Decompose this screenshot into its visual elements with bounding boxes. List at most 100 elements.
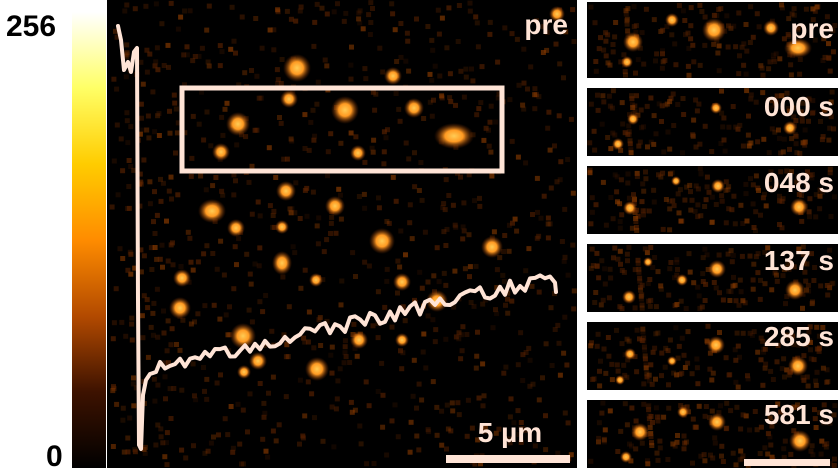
noise-pixel <box>688 207 694 213</box>
main-image-noise <box>109 0 577 468</box>
noise-pixel <box>343 10 349 16</box>
noise-pixel <box>723 188 729 193</box>
noise-pixel <box>144 297 150 303</box>
noise-pixel <box>160 264 165 270</box>
noise-pixel <box>132 449 138 455</box>
noise-pixel <box>670 91 676 97</box>
noise-pixel <box>512 216 518 222</box>
noise-pixel <box>432 63 438 69</box>
noise-pixel <box>444 226 450 232</box>
noise-pixel <box>392 27 398 33</box>
noise-pixel <box>789 136 795 142</box>
noise-pixel <box>360 26 366 32</box>
noise-pixel <box>743 22 749 27</box>
noise-pixel <box>231 192 237 198</box>
noise-pixel <box>494 267 500 273</box>
noise-pixel <box>552 291 557 297</box>
noise-pixel <box>646 378 652 384</box>
noise-pixel <box>774 359 780 365</box>
noise-pixel <box>468 300 474 305</box>
fluorescent-spot <box>763 20 779 36</box>
noise-pixel <box>712 435 718 441</box>
noise-pixel <box>138 269 144 275</box>
noise-pixel <box>421 116 427 121</box>
noise-pixel <box>158 426 164 432</box>
noise-pixel <box>372 107 378 113</box>
noise-pixel <box>445 426 451 432</box>
noise-pixel <box>381 129 387 135</box>
noise-pixel <box>523 268 529 274</box>
noise-pixel <box>165 258 171 264</box>
noise-pixel <box>588 4 594 10</box>
noise-pixel <box>704 338 710 344</box>
noise-pixel <box>534 18 539 24</box>
noise-pixel <box>800 375 806 381</box>
noise-pixel <box>629 102 635 108</box>
noise-pixel <box>821 36 827 42</box>
noise-pixel <box>527 383 533 389</box>
noise-pixel <box>690 460 695 466</box>
noise-pixel <box>263 448 269 454</box>
noise-pixel <box>689 371 695 377</box>
noise-pixel <box>822 442 828 448</box>
noise-pixel <box>760 72 766 78</box>
noise-pixel <box>760 195 766 201</box>
noise-pixel <box>597 368 602 374</box>
noise-pixel <box>151 300 157 306</box>
noise-pixel <box>819 137 825 143</box>
noise-pixel <box>711 280 717 285</box>
noise-pixel <box>602 281 608 287</box>
noise-pixel <box>444 45 450 51</box>
noise-pixel <box>607 103 613 109</box>
noise-pixel <box>736 302 742 308</box>
noise-pixel <box>732 347 738 353</box>
noise-pixel <box>827 166 833 172</box>
noise-pixel <box>571 39 577 44</box>
noise-pixel <box>229 4 235 10</box>
noise-pixel <box>410 393 416 399</box>
noise-pixel <box>702 14 708 20</box>
noise-pixel <box>159 242 165 248</box>
noise-pixel <box>681 112 687 117</box>
noise-pixel <box>463 66 469 72</box>
noise-pixel <box>310 107 316 113</box>
noise-pixel <box>733 298 739 304</box>
noise-pixel <box>758 424 764 430</box>
noise-pixel <box>805 169 810 175</box>
noise-pixel <box>722 148 728 154</box>
noise-pixel <box>828 214 834 219</box>
noise-pixel <box>765 431 771 437</box>
noise-pixel <box>659 65 665 71</box>
noise-pixel <box>748 176 753 182</box>
noise-pixel <box>649 443 655 448</box>
noise-pixel <box>765 407 770 413</box>
noise-pixel <box>202 303 208 309</box>
noise-pixel <box>785 261 791 267</box>
noise-pixel <box>165 42 171 48</box>
noise-pixel <box>760 90 766 96</box>
noise-pixel <box>174 342 179 347</box>
noise-pixel <box>739 44 745 50</box>
noise-pixel <box>697 166 703 172</box>
noise-pixel <box>787 146 792 152</box>
noise-pixel <box>694 356 700 362</box>
noise-pixel <box>518 439 524 445</box>
noise-pixel <box>762 346 768 352</box>
noise-pixel <box>625 6 631 12</box>
noise-pixel <box>562 314 568 320</box>
noise-pixel <box>425 313 431 319</box>
noise-pixel <box>494 311 500 317</box>
noise-pixel <box>617 225 623 231</box>
noise-pixel <box>755 251 761 257</box>
noise-pixel <box>651 199 657 205</box>
noise-pixel <box>828 99 834 105</box>
noise-pixel <box>788 451 794 457</box>
noise-pixel <box>429 113 435 119</box>
noise-pixel <box>128 164 134 169</box>
noise-pixel <box>637 278 643 284</box>
noise-pixel <box>568 116 574 122</box>
fluorescent-spot <box>227 219 245 237</box>
noise-pixel <box>151 219 156 225</box>
noise-pixel <box>804 261 810 267</box>
noise-pixel <box>721 137 727 143</box>
